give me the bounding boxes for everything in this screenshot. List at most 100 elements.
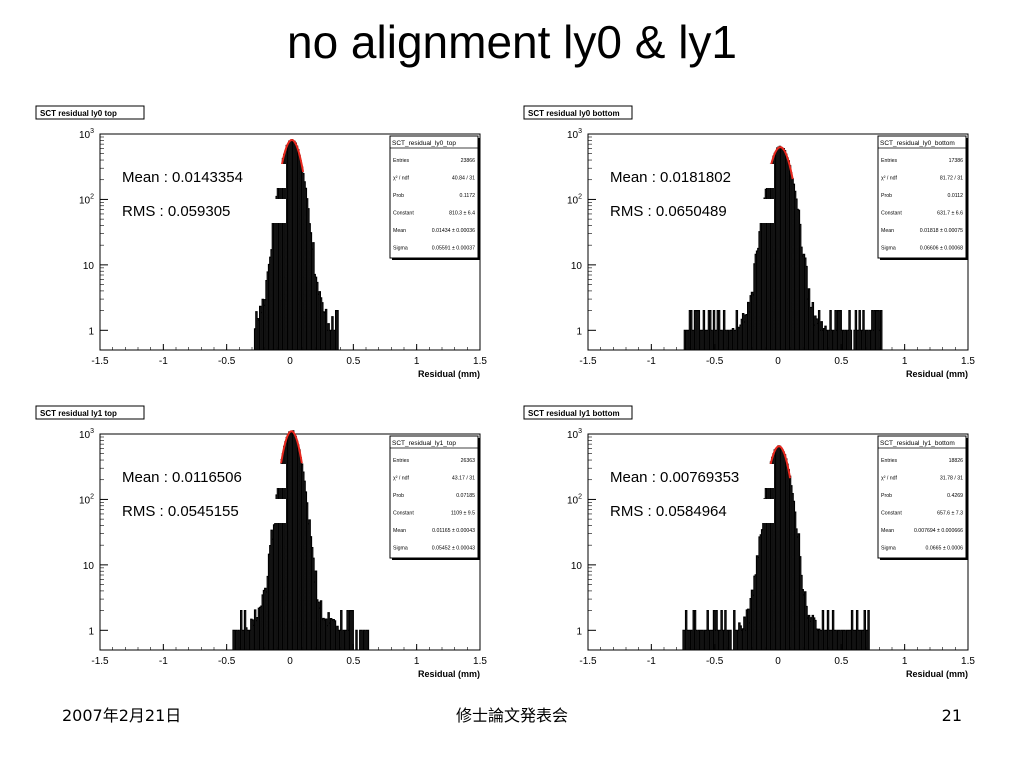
- chart-title-box: SCT residual ly0 bottom: [523, 105, 633, 120]
- y-tick-label: 102: [79, 193, 94, 206]
- stats-label: χ² / ndf: [881, 476, 898, 482]
- y-tick-label: 103: [567, 428, 582, 441]
- histogram-ly0-bottom: SCT residual ly0 bottom -1.5 -1 -0.5 0 0.5 1 1.…: [523, 105, 975, 379]
- stats-value: 0.01818 ± 0.00075: [920, 228, 963, 234]
- stats-value: 0.01434 ± 0.00036: [432, 228, 475, 234]
- stats-label: Mean: [881, 228, 894, 234]
- x-tick-label: -0.5: [706, 656, 724, 667]
- stats-value: 0.07185: [456, 493, 475, 499]
- stats-value: 0.05452 ± 0.00043: [432, 546, 475, 552]
- stats-box-title: SCT_residual_ly0_top: [392, 140, 456, 147]
- gaussian-fit-curve: [280, 430, 303, 464]
- histogram-ly1-top: SCT residual ly1 top -1.5 -1 -0.5 0 0.5 1 1.5 Re…: [35, 405, 487, 679]
- stats-box-frame: [389, 435, 479, 559]
- stats-box-frame: [877, 435, 967, 559]
- y-tick-label: 10: [83, 561, 95, 572]
- x-axis-label: Residual (mm): [418, 369, 480, 379]
- x-axis-label: Residual (mm): [906, 669, 968, 679]
- rms-text-bg: [608, 499, 774, 523]
- x-tick-label: 1.5: [473, 656, 487, 667]
- stats-label: Sigma: [881, 546, 896, 552]
- histogram-panel-ly1-top: SCT residual ly1 top -1.5 -1 -0.5 0 0.5 1 1.5 Re…: [32, 402, 492, 682]
- page-number: 21: [941, 706, 962, 725]
- stats-label: χ² / ndf: [393, 176, 410, 182]
- x-tick-label: -1.5: [91, 656, 109, 667]
- stats-value: 18826: [949, 458, 964, 464]
- stats-value: 810.3 ± 6.4: [449, 211, 475, 217]
- stats-value: 1109 ± 9.5: [451, 511, 475, 517]
- stats-label: Mean: [393, 228, 406, 234]
- x-tick-label: 0.5: [834, 356, 848, 367]
- stats-label: Constant: [881, 511, 902, 517]
- stats-label: Entries: [881, 458, 898, 464]
- x-tick-label: 0.5: [346, 356, 360, 367]
- mean-text-bg: [120, 164, 286, 188]
- gaussian-fit-curve: [766, 445, 792, 479]
- stats-label: Constant: [393, 211, 414, 217]
- histogram-bars: [232, 430, 370, 650]
- stats-label: Entries: [393, 158, 410, 164]
- x-tick-label: 1.5: [473, 356, 487, 367]
- mean-annotation: Mean : 0.0181802: [610, 169, 731, 186]
- rms-text-bg: [120, 199, 286, 223]
- chart-title-frame: [523, 105, 633, 120]
- chart-title-box: SCT residual ly1 top: [35, 405, 145, 420]
- stats-value: 0.01165 ± 0.00043: [432, 528, 475, 534]
- y-tick-label: 10: [571, 261, 583, 272]
- stats-label: Sigma: [393, 546, 408, 552]
- stats-label: Mean: [881, 528, 894, 534]
- x-tick-label: -1.5: [579, 656, 597, 667]
- y-tick-label: 1: [576, 326, 582, 337]
- stats-value: 40.84 / 31: [452, 176, 475, 182]
- y-tick-label: 10: [83, 261, 95, 272]
- x-tick-label: -1.5: [91, 356, 109, 367]
- x-tick-label: 0.5: [834, 656, 848, 667]
- stats-box: SCT_residual_ly1_bottom Entries 18826 χ² / …: [877, 435, 968, 560]
- slide-title: no alignment ly0 & ly1: [286, 16, 738, 68]
- x-tick-label: 0.5: [346, 656, 360, 667]
- rms-annotation: RMS : 0.0545155: [122, 503, 239, 520]
- y-tick-label: 102: [79, 493, 94, 506]
- x-tick-label: 0: [775, 656, 781, 667]
- chart-title-frame: [523, 405, 633, 420]
- y-tick-label: 103: [79, 128, 94, 141]
- y-tick-label: 103: [79, 428, 94, 441]
- x-tick-label: 1.5: [961, 356, 975, 367]
- stats-label: Entries: [393, 458, 410, 464]
- chart-title-frame: [35, 405, 145, 420]
- gaussian-fit-curve: [279, 138, 305, 173]
- x-tick-label: -0.5: [218, 656, 236, 667]
- stats-value: 0.007694 ± 0.000666: [914, 528, 963, 534]
- y-tick-label: 102: [567, 493, 582, 506]
- rms-text-bg: [120, 499, 286, 523]
- x-tick-label: 1: [902, 356, 908, 367]
- x-tick-label: -0.5: [706, 356, 724, 367]
- chart-title: SCT residual ly1 top: [40, 409, 117, 418]
- x-tick-label: -1: [647, 356, 656, 367]
- chart-title-frame: [35, 105, 145, 120]
- y-tick-label: 1: [576, 626, 582, 637]
- x-tick-label: 0: [287, 656, 293, 667]
- stats-value: 0.4269: [947, 493, 963, 499]
- chart-title: SCT residual ly1 bottom: [528, 409, 620, 418]
- footer-date: 2007年2月21日: [62, 706, 182, 725]
- mean-annotation: Mean : 0.0143354: [122, 169, 243, 186]
- x-tick-label: -0.5: [218, 356, 236, 367]
- mean-text-bg: [120, 464, 286, 488]
- stats-label: Sigma: [881, 246, 896, 252]
- mean-annotation: Mean : 0.0116506: [122, 469, 242, 486]
- stats-value: 17386: [949, 158, 964, 164]
- stats-box-frame: [389, 135, 479, 259]
- stats-label: Prob: [393, 193, 404, 199]
- chart-title: SCT residual ly0 top: [40, 109, 117, 118]
- stats-label: Constant: [393, 511, 414, 517]
- stats-box: SCT_residual_ly0_top Entries 23866 χ² / ndf…: [389, 135, 480, 260]
- x-tick-label: -1: [159, 656, 168, 667]
- y-tick-label: 1: [88, 326, 94, 337]
- rms-text-bg: [608, 199, 774, 223]
- stats-box-frame: [877, 135, 967, 259]
- rms-annotation: RMS : 0.059305: [122, 203, 230, 220]
- x-tick-label: 1: [414, 656, 420, 667]
- histogram-panel-ly0-top: SCT residual ly0 top -1.5 -1 -0.5 0 0.5 1 1.5 Re…: [32, 102, 492, 382]
- stats-label: Entries: [881, 158, 898, 164]
